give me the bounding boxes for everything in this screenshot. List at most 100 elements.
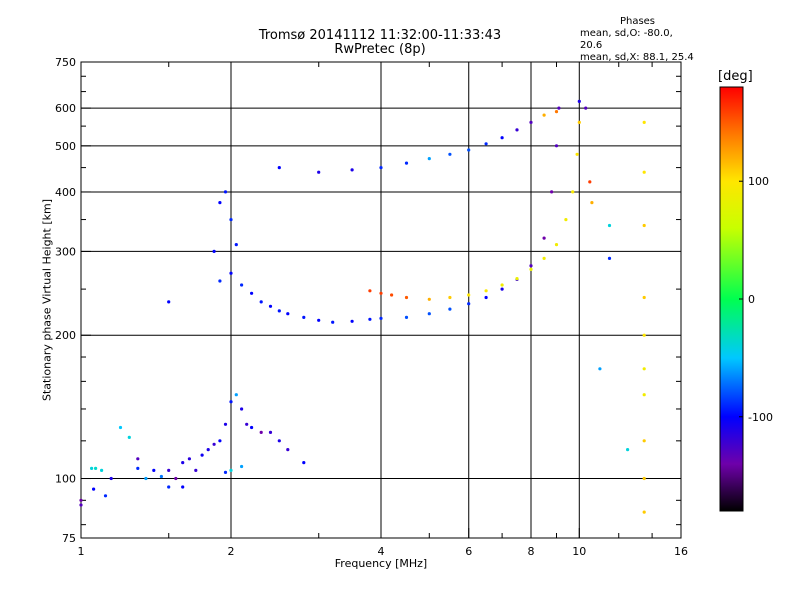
data-point bbox=[467, 148, 471, 152]
data-point bbox=[218, 201, 222, 205]
data-point bbox=[268, 304, 273, 308]
data-point bbox=[529, 264, 533, 268]
data-point bbox=[331, 320, 335, 324]
x-tick-label: 4 bbox=[378, 545, 385, 558]
data-point bbox=[109, 476, 113, 481]
data-point bbox=[250, 425, 254, 430]
data-point bbox=[390, 293, 394, 297]
data-point bbox=[404, 295, 409, 300]
chart-subtitle: RwPretec (8p) bbox=[334, 42, 426, 57]
data-point bbox=[218, 279, 222, 283]
y-tick-label: 200 bbox=[55, 329, 76, 342]
data-point bbox=[167, 485, 171, 489]
data-point bbox=[240, 464, 244, 469]
data-point bbox=[427, 312, 431, 316]
y-tick-label: 600 bbox=[55, 102, 76, 115]
data-point bbox=[94, 466, 98, 470]
phase-stats-o-line: mean, sd,O: -80.0, 20.6 bbox=[580, 28, 673, 51]
data-point bbox=[379, 316, 383, 320]
data-point bbox=[181, 485, 185, 489]
data-point bbox=[103, 494, 108, 498]
data-point bbox=[92, 487, 96, 491]
data-point bbox=[229, 400, 233, 404]
data-point bbox=[448, 307, 452, 311]
data-point bbox=[642, 295, 646, 300]
colorbar-unit-label: [deg] bbox=[718, 69, 753, 84]
data-point bbox=[144, 476, 148, 481]
data-point bbox=[590, 201, 594, 205]
data-point bbox=[467, 293, 471, 297]
data-point bbox=[557, 106, 561, 110]
data-point bbox=[588, 180, 592, 184]
data-point bbox=[554, 144, 559, 148]
data-point bbox=[529, 120, 533, 124]
data-point bbox=[286, 448, 290, 452]
x-tick-label: 8 bbox=[528, 545, 535, 558]
data-point bbox=[159, 474, 163, 479]
data-point bbox=[554, 110, 559, 114]
data-point bbox=[136, 457, 140, 461]
data-point bbox=[218, 439, 222, 443]
phase-stats: Phases mean, sd,O: -80.0, 20.6 mean, sd,… bbox=[580, 16, 695, 64]
data-point bbox=[484, 142, 488, 146]
data-point bbox=[167, 300, 171, 304]
data-point bbox=[302, 461, 306, 465]
y-tick-label: 100 bbox=[55, 473, 76, 486]
colorbar-tick-label: -100 bbox=[748, 411, 773, 424]
data-point bbox=[250, 291, 254, 295]
data-point bbox=[302, 315, 306, 319]
data-point bbox=[575, 152, 579, 156]
data-point bbox=[642, 393, 646, 397]
data-point bbox=[542, 113, 546, 117]
data-point bbox=[448, 152, 452, 156]
data-point bbox=[467, 302, 471, 306]
data-point bbox=[259, 300, 263, 304]
data-point bbox=[200, 453, 204, 457]
chart-title: Tromsø 20141112 11:32:00-11:33:43 bbox=[258, 28, 502, 43]
phase-stats-x-line: mean, sd,X: 88.1, 25.4 bbox=[580, 52, 694, 63]
data-point bbox=[317, 170, 321, 174]
data-point bbox=[259, 430, 263, 434]
data-point bbox=[277, 309, 281, 313]
y-tick-label: 300 bbox=[55, 245, 76, 258]
data-point bbox=[181, 461, 185, 465]
data-point bbox=[229, 468, 233, 472]
data-point bbox=[167, 468, 171, 472]
data-point bbox=[152, 468, 156, 472]
data-point bbox=[212, 442, 216, 446]
data-point bbox=[577, 99, 581, 103]
data-point bbox=[245, 422, 249, 426]
x-axis-label: Frequency [MHz] bbox=[334, 557, 428, 570]
data-point bbox=[542, 256, 546, 260]
data-point bbox=[584, 106, 588, 110]
data-point bbox=[515, 277, 519, 281]
x-tick-label: 10 bbox=[572, 545, 586, 558]
data-point bbox=[100, 468, 104, 472]
data-point bbox=[229, 218, 233, 222]
colorbar-tick-label: 0 bbox=[748, 293, 755, 306]
data-point bbox=[448, 295, 452, 300]
x-tick-label: 1 bbox=[78, 545, 85, 558]
data-point bbox=[484, 289, 488, 293]
data-point bbox=[223, 190, 228, 194]
data-point bbox=[194, 468, 198, 472]
data-point bbox=[90, 466, 94, 470]
data-point bbox=[286, 312, 290, 316]
data-point bbox=[277, 439, 281, 443]
data-point bbox=[223, 470, 228, 474]
data-point bbox=[607, 223, 612, 228]
data-point bbox=[379, 166, 383, 170]
x-tick-label: 2 bbox=[228, 545, 235, 558]
data-point bbox=[500, 136, 504, 140]
data-point bbox=[240, 407, 244, 411]
data-point bbox=[379, 291, 383, 295]
data-point bbox=[277, 166, 281, 170]
data-point bbox=[515, 128, 519, 132]
data-point bbox=[187, 457, 191, 461]
data-point bbox=[79, 498, 83, 502]
data-point bbox=[642, 476, 646, 481]
y-tick-label: 500 bbox=[55, 140, 76, 153]
data-point bbox=[571, 190, 575, 194]
data-point bbox=[642, 223, 646, 228]
